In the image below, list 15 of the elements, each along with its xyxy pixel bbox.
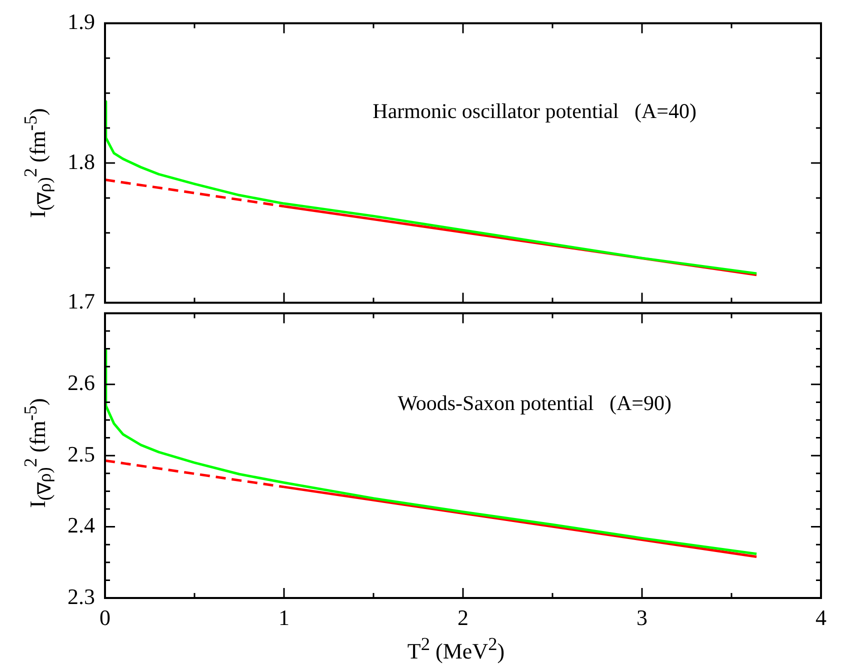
y-tick-label: 2.6: [68, 370, 95, 396]
x-tick-label: 1: [278, 604, 290, 630]
y-tick-label: 1.8: [68, 148, 95, 174]
y-tick-label: 1.9: [68, 8, 95, 34]
y-tick-label: 1.7: [68, 288, 95, 314]
y-tick-label: 2.4: [68, 512, 95, 538]
x-tick-label: 0: [100, 604, 110, 630]
x-tick-label: 2: [458, 604, 468, 630]
y-tick-label: 2.5: [68, 441, 95, 466]
annotation: Woods-Saxon potential (A=90): [398, 390, 672, 415]
x-axis-title: T$^{2}$ (MeV$^{2}$): [407, 634, 505, 664]
x-tick-label: 3: [636, 604, 648, 630]
annotation: Harmonic oscillator potential (A=40): [372, 99, 697, 124]
x-tick-label: 4: [816, 604, 826, 630]
y-tick-label: 2.3: [68, 584, 95, 609]
